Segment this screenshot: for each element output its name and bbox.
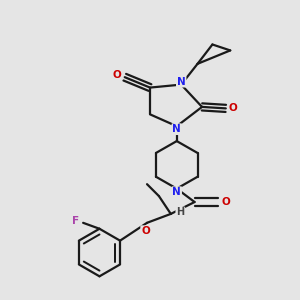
Text: O: O <box>222 197 230 207</box>
Text: O: O <box>113 70 122 80</box>
Text: F: F <box>72 216 79 226</box>
Text: N: N <box>177 76 186 87</box>
Text: O: O <box>141 226 150 236</box>
Text: N: N <box>172 187 181 197</box>
Text: O: O <box>229 103 238 113</box>
Text: N: N <box>172 124 181 134</box>
Text: H: H <box>176 207 184 218</box>
